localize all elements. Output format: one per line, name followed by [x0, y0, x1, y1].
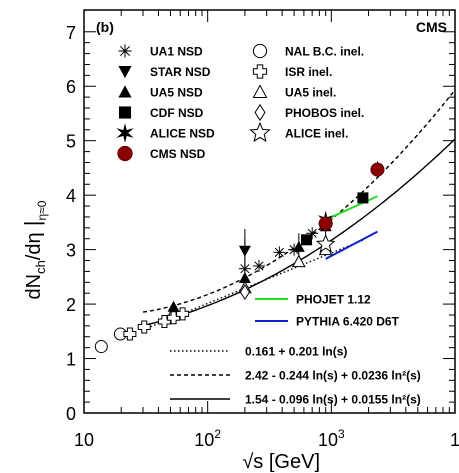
- marker-cross-open: [167, 311, 181, 325]
- legend-label: 1.54 - 0.096 ln(s) + 0.0155 ln²(s): [245, 393, 421, 407]
- marker-circle-filled: [318, 216, 333, 231]
- legend-label: UA5 NSD: [150, 86, 203, 100]
- marker-diamond-open: [239, 284, 250, 301]
- marker-star-open: [315, 233, 336, 253]
- legend-label: CMS NSD: [150, 147, 206, 161]
- x-tick-label: 103: [318, 427, 345, 450]
- legend-label: PYTHIA 6.420 D6T: [296, 315, 400, 329]
- marker-tri-up: [167, 300, 180, 312]
- marker-tri-up: [292, 240, 305, 252]
- legend-label: UA5 inel.: [285, 86, 336, 100]
- marker-asterisk: [254, 261, 264, 271]
- legend-label: UA1 NSD: [150, 45, 203, 59]
- marker-star-open: [249, 121, 271, 143]
- marker-cross-open: [137, 320, 151, 334]
- legend-label: ALICE inel.: [285, 127, 348, 141]
- y-tick-label: 1: [66, 350, 76, 370]
- marker-circle-open: [94, 340, 108, 354]
- panel-label: (b): [96, 19, 114, 35]
- data-markers: [94, 162, 385, 354]
- x-tick-label: 10: [74, 430, 94, 450]
- experiment-label: CMS: [416, 19, 447, 35]
- y-tick-label: 3: [66, 241, 76, 261]
- model-line: [325, 195, 378, 221]
- plot-frame: [83, 9, 456, 414]
- marker-cross-open: [123, 327, 137, 341]
- model-lines: [325, 195, 378, 260]
- x-tick-exponent: 3: [338, 427, 345, 441]
- marker-asterisk: [119, 45, 131, 57]
- legend-label: ALICE NSD: [150, 127, 215, 141]
- marker-star-filled: [116, 123, 134, 143]
- x-axis-label: √s [GeV]: [242, 451, 320, 473]
- y-tick-label: 5: [66, 132, 76, 152]
- x-tick-exponent: 2: [214, 427, 221, 441]
- marker-circle-open: [252, 43, 268, 59]
- marker-tri-up-open: [291, 254, 306, 268]
- marker-cross-open: [157, 315, 171, 329]
- error-bars: [244, 161, 378, 299]
- marker-tri-up: [238, 271, 251, 283]
- y-tick-label: 7: [66, 23, 76, 43]
- y-tick-labels: 0 1 2 3 4 5 6 7: [66, 23, 76, 424]
- marker-circle-filled: [117, 145, 133, 162]
- y-tick-label: 2: [66, 295, 76, 315]
- y-tick-label: 6: [66, 77, 76, 97]
- marker-tri-down: [118, 66, 132, 79]
- marker-cross-open: [252, 64, 268, 79]
- fit-curve: [142, 89, 456, 313]
- marker-tri-up: [118, 85, 132, 98]
- marker-circle-filled: [370, 162, 385, 177]
- legend-label: STAR NSD: [150, 65, 211, 79]
- legend-label: PHOJET 1.12: [296, 293, 371, 307]
- axis-ticks: [83, 10, 456, 414]
- y-tick-label: 0: [66, 404, 76, 424]
- marker-asterisk: [274, 247, 284, 257]
- marker-tri-up-open: [252, 84, 268, 98]
- legend-label: 2.42 - 0.244 ln(s) + 0.0236 ln²(s): [245, 369, 421, 383]
- legend-label: 0.161 + 0.201 ln(s): [245, 345, 347, 359]
- marker-square: [357, 192, 369, 204]
- x-tick-labels: 10 102 103 1: [74, 427, 459, 450]
- legend-label: PHOBOS inel.: [285, 106, 364, 120]
- marker-diamond-open: [254, 103, 266, 122]
- marker-square: [118, 106, 132, 119]
- legend-label: CDF NSD: [150, 106, 204, 120]
- legend-label: NAL B.C. inel.: [285, 45, 364, 59]
- marker-tri-down: [238, 245, 251, 257]
- model-line: [325, 230, 378, 260]
- legend: UA1 NSD STAR NSD UA5 NSD CDF NSD ALICE NSD CM…: [116, 43, 421, 407]
- x-tick-label: 102: [194, 427, 221, 450]
- y-axis-label: dNch/dη |η≈0: [20, 200, 49, 299]
- marker-square: [301, 234, 313, 246]
- marker-asterisk: [240, 264, 250, 274]
- legend-label: ISR inel.: [285, 65, 332, 79]
- x-tick-label: 1: [450, 430, 459, 450]
- y-tick-label: 4: [66, 186, 76, 206]
